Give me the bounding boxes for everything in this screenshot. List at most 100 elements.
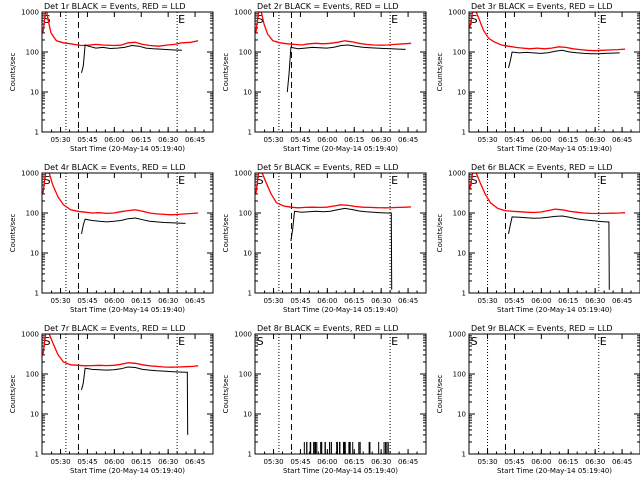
x-tick-label: 06:15 bbox=[558, 297, 578, 305]
lld-series-line bbox=[42, 334, 199, 368]
panel-title: Det 3r BLACK = Events, RED = LLD bbox=[471, 2, 613, 11]
y-tick-label: 10 bbox=[457, 250, 466, 258]
panel-title: Det 1r BLACK = Events, RED = LLD bbox=[44, 2, 186, 11]
y-tick-label: 10 bbox=[30, 89, 39, 97]
y-axis-label: Counts/sec bbox=[222, 214, 230, 253]
series-group bbox=[255, 12, 412, 93]
y-tick-label: 100 bbox=[239, 49, 252, 57]
y-tick-label: 1000 bbox=[448, 9, 466, 17]
series-group bbox=[42, 334, 199, 435]
x-tick-label: 06:30 bbox=[371, 458, 391, 466]
y-axis-label: Counts/sec bbox=[436, 214, 444, 253]
x-axis-label: Start Time (20-May-14 05:19:40) bbox=[283, 467, 398, 475]
plot-frame bbox=[254, 172, 427, 294]
y-tick-label: 100 bbox=[239, 371, 252, 379]
y-axis-label: Counts/sec bbox=[436, 375, 444, 414]
end-marker: E bbox=[600, 335, 607, 348]
x-tick-label: 06:45 bbox=[398, 297, 418, 305]
x-tick-label: 05:45 bbox=[504, 458, 524, 466]
y-tick-label: 100 bbox=[453, 371, 466, 379]
x-tick-label: 05:45 bbox=[290, 297, 310, 305]
y-tick-label: 10 bbox=[457, 411, 466, 419]
y-tick-label: 1 bbox=[248, 129, 252, 137]
x-tick-label: 06:45 bbox=[185, 136, 205, 144]
x-tick-label: 06:45 bbox=[185, 297, 205, 305]
panel-title: Det 8r BLACK = Events, RED = LLD bbox=[257, 324, 399, 333]
start-marker: S bbox=[44, 174, 51, 187]
start-marker: S bbox=[471, 335, 478, 348]
y-tick-label: 1000 bbox=[448, 331, 466, 339]
events-series-line bbox=[286, 44, 406, 93]
x-tick-label: 06:30 bbox=[158, 458, 178, 466]
x-tick-label: 05:45 bbox=[77, 297, 97, 305]
start-marker: S bbox=[44, 13, 51, 26]
x-tick-label: 06:30 bbox=[585, 458, 605, 466]
x-tick-label: 06:00 bbox=[317, 458, 337, 466]
end-marker: E bbox=[391, 13, 398, 26]
series-group bbox=[303, 441, 389, 454]
end-marker: E bbox=[391, 174, 398, 187]
x-tick-label: 06:00 bbox=[531, 297, 551, 305]
x-tick-label: 05:45 bbox=[77, 458, 97, 466]
y-axis-label: Counts/sec bbox=[9, 375, 17, 414]
x-axis-label: Start Time (20-May-14 05:19:40) bbox=[70, 467, 185, 475]
plot-frame bbox=[254, 333, 427, 455]
y-axis-label: Counts/sec bbox=[222, 375, 230, 414]
y-tick-label: 1000 bbox=[234, 170, 252, 178]
x-tick-label: 06:00 bbox=[104, 136, 124, 144]
series-group bbox=[255, 173, 412, 290]
plot-frame bbox=[468, 172, 640, 294]
lld-series-line bbox=[42, 173, 199, 216]
x-axis-label: Start Time (20-May-14 05:19:40) bbox=[283, 306, 398, 314]
x-tick-label: 05:30 bbox=[477, 297, 497, 305]
x-tick-label: 06:30 bbox=[158, 136, 178, 144]
end-marker: E bbox=[178, 174, 185, 187]
x-tick-label: 05:45 bbox=[290, 458, 310, 466]
x-tick-label: 06:00 bbox=[531, 458, 551, 466]
x-tick-label: 05:30 bbox=[477, 458, 497, 466]
x-tick-label: 06:45 bbox=[612, 297, 632, 305]
events-series-line bbox=[81, 44, 182, 74]
y-tick-label: 100 bbox=[453, 49, 466, 57]
x-tick-label: 06:15 bbox=[558, 136, 578, 144]
x-tick-label: 06:00 bbox=[104, 297, 124, 305]
x-tick-label: 06:30 bbox=[371, 297, 391, 305]
x-tick-label: 06:45 bbox=[398, 136, 418, 144]
x-tick-label: 06:15 bbox=[558, 458, 578, 466]
y-tick-label: 1000 bbox=[448, 170, 466, 178]
x-tick-label: 06:15 bbox=[131, 136, 151, 144]
panel-title: Det 9r BLACK = Events, RED = LLD bbox=[471, 324, 613, 333]
end-marker: E bbox=[178, 13, 185, 26]
panel-title: Det 4r BLACK = Events, RED = LLD bbox=[44, 163, 186, 172]
plot-frame bbox=[41, 11, 214, 133]
y-tick-label: 100 bbox=[26, 210, 39, 218]
y-tick-label: 10 bbox=[457, 89, 466, 97]
end-marker: E bbox=[178, 335, 185, 348]
x-tick-label: 05:30 bbox=[50, 136, 70, 144]
series-group bbox=[42, 12, 199, 74]
x-tick-label: 05:45 bbox=[504, 136, 524, 144]
x-tick-label: 05:45 bbox=[77, 136, 97, 144]
y-tick-label: 10 bbox=[243, 250, 252, 258]
y-tick-label: 10 bbox=[30, 250, 39, 258]
y-tick-label: 100 bbox=[26, 49, 39, 57]
panel-title: Det 7r BLACK = Events, RED = LLD bbox=[44, 324, 186, 333]
x-tick-label: 05:30 bbox=[50, 297, 70, 305]
y-tick-label: 1 bbox=[248, 290, 252, 298]
y-tick-label: 100 bbox=[239, 210, 252, 218]
y-tick-label: 1 bbox=[35, 451, 39, 459]
x-tick-label: 06:00 bbox=[317, 297, 337, 305]
x-tick-label: 05:30 bbox=[50, 458, 70, 466]
y-tick-label: 1 bbox=[462, 129, 466, 137]
events-series-line bbox=[508, 49, 620, 69]
start-marker: S bbox=[44, 335, 51, 348]
panel-title: Det 6r BLACK = Events, RED = LLD bbox=[471, 163, 613, 172]
y-tick-label: 100 bbox=[453, 210, 466, 218]
x-tick-label: 06:30 bbox=[585, 297, 605, 305]
x-tick-label: 05:30 bbox=[477, 136, 497, 144]
